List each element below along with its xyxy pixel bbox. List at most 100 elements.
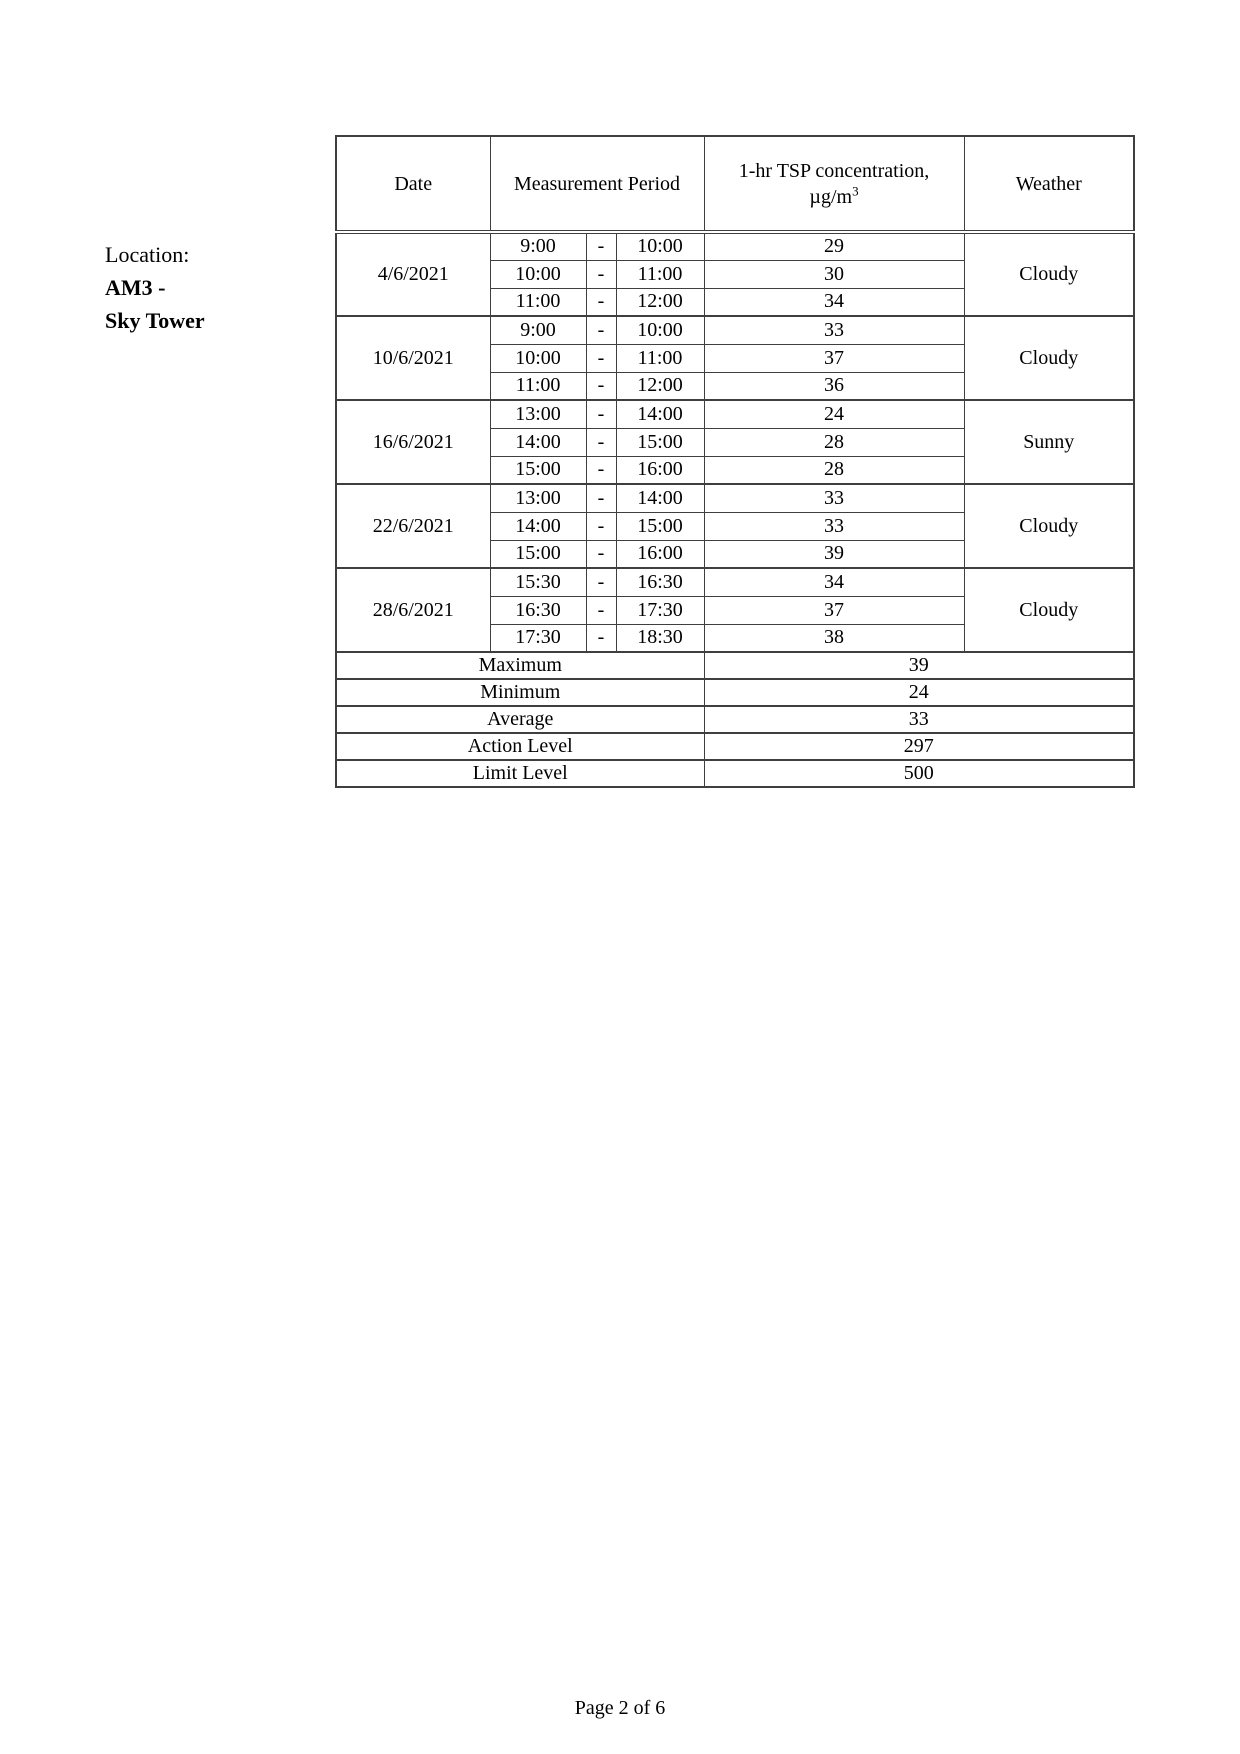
period-end: 16:30: [615, 567, 705, 597]
tsp-value: 34: [703, 567, 965, 597]
period-end: 11:00: [615, 343, 705, 373]
period-start: 11:00: [489, 287, 587, 317]
period-start: 13:00: [489, 483, 587, 513]
table-row: 11:00 - 12:00 36: [336, 371, 1134, 401]
date-cell: 4/6/2021: [335, 231, 491, 317]
weather-cell: Cloudy: [963, 231, 1135, 317]
period-dash: -: [585, 455, 617, 485]
table-row: 14:00 - 15:00 33: [336, 511, 1134, 541]
tsp-value: 29: [703, 231, 965, 261]
table-row: 15:00 - 16:00 39: [336, 539, 1134, 569]
tsp-value: 39: [703, 539, 965, 569]
summary-label: Average: [335, 705, 705, 734]
location-block: Location: AM3 - Sky Tower: [105, 238, 205, 337]
weather-cell: Cloudy: [963, 567, 1135, 653]
summary-row-maximum: Maximum 39: [335, 651, 1135, 680]
summary-row-minimum: Minimum 24: [335, 678, 1135, 707]
weather-cell: Cloudy: [963, 315, 1135, 401]
table-row: 15:00 - 16:00 28: [336, 455, 1134, 485]
period-dash: -: [585, 595, 617, 625]
tsp-value: 38: [703, 623, 965, 653]
period-start: 11:00: [489, 371, 587, 401]
period-start: 9:00: [489, 231, 587, 261]
period-start: 10:00: [489, 343, 587, 373]
period-end: 16:00: [615, 539, 705, 569]
summary-label: Action Level: [335, 732, 705, 761]
period-end: 15:00: [615, 427, 705, 457]
table-row: 4/6/2021 9:00 - 10:00 29 Cloudy: [335, 231, 1135, 317]
period-dash: -: [585, 511, 617, 541]
weather-cell: Cloudy: [963, 483, 1135, 569]
period-start: 9:00: [489, 315, 587, 345]
period-dash: -: [585, 539, 617, 569]
tsp-value: 33: [703, 483, 965, 513]
period-end: 17:30: [615, 595, 705, 625]
period-dash: -: [585, 399, 617, 429]
period-dash: -: [585, 287, 617, 317]
summary-value: 33: [703, 705, 1135, 734]
period-dash: -: [585, 343, 617, 373]
tsp-value: 28: [703, 455, 965, 485]
tsp-value: 33: [703, 315, 965, 345]
period-start: 15:30: [489, 567, 587, 597]
summary-value: 39: [703, 651, 1135, 680]
table-row: 16/6/2021 13:00 - 14:00 24 Sunny: [335, 399, 1135, 485]
period-end: 12:00: [615, 287, 705, 317]
period-end: 11:00: [615, 259, 705, 289]
period-end: 12:00: [615, 371, 705, 401]
summary-row-average: Average 33: [335, 705, 1135, 734]
period-start: 17:30: [489, 623, 587, 653]
summary-label: Maximum: [335, 651, 705, 680]
summary-label: Minimum: [335, 678, 705, 707]
period-end: 10:00: [615, 315, 705, 345]
tsp-value: 37: [703, 343, 965, 373]
header-weather: Weather: [963, 135, 1135, 234]
period-dash: -: [585, 427, 617, 457]
period-start: 14:00: [489, 511, 587, 541]
period-dash: -: [585, 259, 617, 289]
period-start: 10:00: [489, 259, 587, 289]
period-dash: -: [585, 483, 617, 513]
header-date: Date: [335, 135, 491, 234]
table-row: 22/6/2021 13:00 - 14:00 33 Cloudy: [335, 483, 1135, 569]
period-start: 15:00: [489, 539, 587, 569]
weather-cell: Sunny: [963, 399, 1135, 485]
tsp-value: 33: [703, 511, 965, 541]
period-dash: -: [585, 623, 617, 653]
tsp-value: 36: [703, 371, 965, 401]
period-end: 18:30: [615, 623, 705, 653]
location-name-line2: Sky Tower: [105, 308, 205, 333]
tsp-value: 30: [703, 259, 965, 289]
location-label: Location:: [105, 242, 190, 267]
period-dash: -: [585, 315, 617, 345]
date-cell: 22/6/2021: [335, 483, 491, 569]
header-tsp-unit: µg/m: [809, 185, 853, 208]
period-end: 14:00: [615, 399, 705, 429]
summary-row-limit-level: Limit Level 500: [335, 759, 1135, 788]
header-tsp-unit-superscript: 3: [852, 182, 859, 198]
period-dash: -: [585, 567, 617, 597]
location-name-line1: AM3 -: [105, 275, 166, 300]
summary-row-action-level: Action Level 297: [335, 732, 1135, 761]
period-start: 14:00: [489, 427, 587, 457]
header-tsp-line1: 1-hr TSP concentration,: [738, 159, 930, 182]
tsp-value: 37: [703, 595, 965, 625]
tsp-value: 28: [703, 427, 965, 457]
header-tsp-concentration: 1-hr TSP concentration, µg/m3: [703, 135, 965, 234]
period-start: 13:00: [489, 399, 587, 429]
table-row: 14:00 - 15:00 28: [336, 427, 1134, 457]
summary-value: 297: [703, 732, 1135, 761]
period-end: 14:00: [615, 483, 705, 513]
period-end: 16:00: [615, 455, 705, 485]
table-row: 28/6/2021 15:30 - 16:30 34 Cloudy: [335, 567, 1135, 653]
summary-value: 24: [703, 678, 1135, 707]
table-row: 10/6/2021 9:00 - 10:00 33 Cloudy: [335, 315, 1135, 401]
tsp-value: 24: [703, 399, 965, 429]
date-cell: 16/6/2021: [335, 399, 491, 485]
table-header-row: Date Measurement Period 1-hr TSP concent…: [335, 135, 1135, 234]
summary-value: 500: [703, 759, 1135, 788]
tsp-monitoring-table: Date Measurement Period 1-hr TSP concent…: [335, 135, 1135, 788]
date-cell: 28/6/2021: [335, 567, 491, 653]
header-measurement-period: Measurement Period: [489, 135, 705, 234]
page-number: Page 2 of 6: [574, 1697, 666, 1719]
